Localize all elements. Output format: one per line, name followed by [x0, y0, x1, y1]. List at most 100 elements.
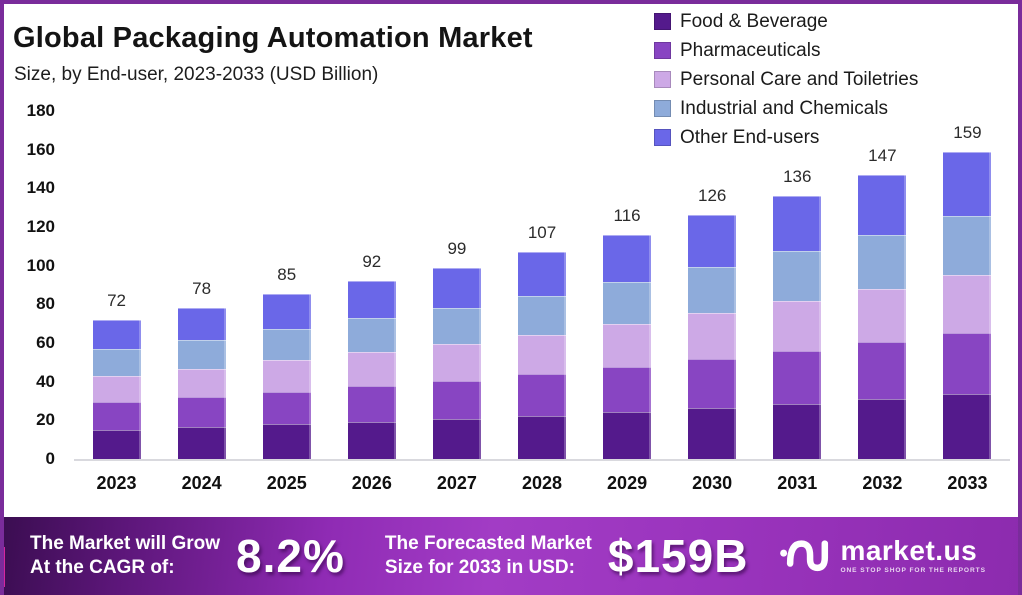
page-subtitle: Size, by End-user, 2023-2033 (USD Billio…: [14, 64, 379, 85]
bar-segment: [347, 281, 396, 319]
bar-2025: [262, 294, 311, 459]
bar-segment: [773, 403, 822, 459]
logo-text-stack: market.us ONE STOP SHOP FOR THE REPORTS: [840, 537, 986, 575]
bar-2024: [177, 308, 226, 459]
bar-segment: [347, 318, 396, 353]
bar-segment: [773, 196, 822, 252]
bar-total-label: 147: [868, 145, 897, 165]
bar-total-label: 136: [783, 167, 812, 187]
bar-total-label: 72: [107, 290, 126, 310]
bar-segment: [688, 312, 737, 360]
legend-swatch: [654, 71, 671, 88]
bar-segment: [432, 307, 481, 345]
bar-segment: [92, 349, 141, 376]
bar-total-label: 116: [613, 205, 641, 225]
bar-segment: [603, 234, 652, 282]
y-axis-tick-label: 20: [36, 410, 55, 430]
y-axis-tick-label: 120: [26, 217, 55, 236]
bar-segment: [432, 344, 481, 381]
bar-2030: [688, 215, 737, 459]
bar-total-label: 85: [277, 265, 297, 285]
bar-total-label: 107: [527, 223, 557, 243]
x-axis-label: 2030: [692, 473, 733, 493]
bar-segment: [688, 359, 737, 408]
x-axis-label: 2028: [521, 473, 563, 493]
bar-segment: [177, 308, 226, 340]
bar-segment: [858, 174, 907, 235]
y-axis-tick-label: 180: [26, 101, 55, 120]
y-axis-tick-label: 80: [36, 294, 55, 314]
bar-2026: [347, 281, 396, 459]
bar-segment: [347, 386, 396, 422]
legend-swatch: [654, 13, 671, 30]
bar-segment: [943, 394, 992, 459]
forecast-label-line1: The Forecasted Market: [384, 532, 592, 554]
legend-label: Pharmaceuticals: [680, 39, 821, 61]
y-axis: 0 20 40 60 80 100 120 140 160 180: [4, 4, 59, 521]
forecast-label-line2: Size for 2033 in USD:: [384, 557, 575, 578]
x-axis-label: 2029: [607, 473, 648, 493]
bar-segment: [347, 352, 396, 387]
cagr-label-line1: The Market will Grow: [30, 532, 221, 554]
market-us-logo: market.us ONE STOP SHOP FOR THE REPORTS: [778, 532, 986, 581]
bar-segment: [943, 151, 992, 217]
bar-segment: [688, 215, 737, 267]
forecast-value: $159B: [607, 530, 749, 582]
x-axis-label: 2031: [777, 473, 818, 493]
market-us-logo-icon: [778, 532, 830, 581]
bar-segment: [92, 375, 141, 402]
y-axis-tick-label: 160: [26, 139, 55, 159]
legend-label: Personal Care and Toiletries: [680, 68, 919, 90]
legend-item: Food & Beverage: [654, 10, 918, 33]
cagr-value: 8.2%: [236, 530, 345, 582]
y-axis-tick-label: 140: [26, 178, 55, 198]
bar-segment: [518, 374, 566, 416]
bar-segment: [432, 380, 481, 419]
legend-swatch: [654, 100, 671, 117]
bar-segment: [943, 332, 992, 395]
bar-segment: [858, 399, 907, 459]
bar-2028: [518, 252, 566, 459]
forecast-label: The Forecasted Market Size for 2033 in U…: [385, 532, 592, 581]
bar-segment: [347, 421, 396, 459]
bar-segment: [262, 294, 311, 329]
banner-left-accent: [4, 547, 5, 587]
legend-swatch: [654, 42, 671, 59]
bar-total-label: 99: [447, 238, 467, 258]
bar-segment: [518, 415, 566, 459]
bar-segment: [518, 295, 566, 335]
bar-segment: [92, 319, 141, 350]
bar-segment: [177, 339, 226, 369]
bar-segment: [858, 342, 907, 400]
bar-segment: [262, 328, 311, 361]
x-axis-label: 2027: [436, 473, 477, 493]
bar-segment: [603, 281, 652, 325]
bar-2031: [773, 196, 822, 459]
x-axis-label: 2024: [181, 473, 222, 493]
bar-segment: [688, 407, 737, 459]
bar-total-label: 92: [362, 252, 382, 272]
legend-swatch: [654, 129, 671, 146]
bar-segment: [603, 324, 652, 367]
bar-segment: [603, 366, 652, 412]
legend-label: Industrial and Chemicals: [680, 97, 889, 119]
x-axis-label: 2023: [96, 473, 137, 493]
bar-segment: [262, 391, 311, 425]
bar-segment: [688, 266, 737, 313]
bar-2032: [858, 174, 907, 459]
legend-label: Other End-users: [680, 126, 820, 148]
legend-item: Personal Care and Toiletries: [654, 68, 918, 91]
legend-item: Pharmaceuticals: [654, 39, 918, 62]
bar-segment: [432, 418, 481, 459]
x-axis-label: 2033: [947, 473, 988, 493]
bar-segment: [177, 427, 226, 459]
page-title: Global Packaging Automation Market: [13, 22, 533, 54]
bar-segment: [773, 301, 822, 352]
y-axis-tick-label: 40: [36, 371, 55, 391]
x-axis-label: 2032: [862, 473, 903, 493]
cagr-label: The Market will Grow At the CAGR of:: [30, 532, 220, 581]
plot-area: 72 2023 78 2024 85 2025 92 2026 99 2027 107 2028 116…: [74, 111, 1010, 493]
bar-segment: [943, 274, 992, 333]
bar-2023: [92, 319, 141, 459]
bar-segment: [773, 251, 822, 302]
